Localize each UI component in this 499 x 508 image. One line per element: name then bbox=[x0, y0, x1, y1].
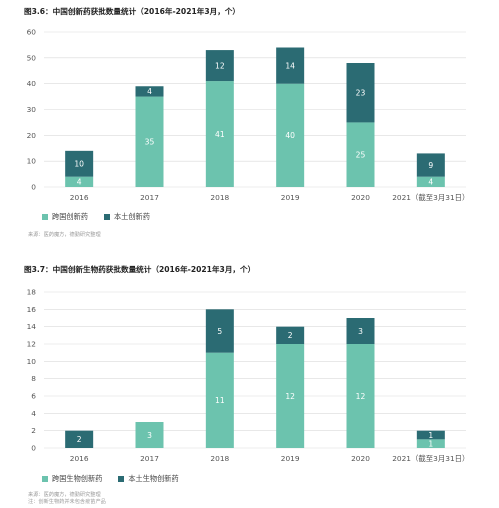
legend-swatch-foreign bbox=[42, 476, 48, 482]
bar-value-label: 9 bbox=[428, 161, 433, 170]
x-tick-label: 2020 bbox=[351, 193, 370, 202]
chart-legend: 跨国创新药 本土创新药 bbox=[42, 212, 150, 222]
source-line: 来源：医药魔方，德勤研究整理 bbox=[28, 232, 101, 238]
chart-3-6: 0 10 20 30 40 50 60 4 10 2016 35 4 2017 41 12 2018 40 14 2… bbox=[27, 28, 470, 203]
legend-swatch-foreign bbox=[42, 214, 48, 220]
bar-value-label: 3 bbox=[358, 327, 363, 336]
legend-item-foreign: 跨国生物创新药 bbox=[42, 474, 102, 484]
source-note: 来源：医药魔方，德勤研究整理 注：创新生物药并未包含疫苗产品 bbox=[28, 492, 106, 506]
bar-value-label: 4 bbox=[77, 178, 82, 187]
bar-segment bbox=[276, 83, 305, 187]
bar-segment bbox=[416, 439, 445, 448]
x-tick-label: 2020 bbox=[351, 454, 370, 463]
y-tick-label: 14 bbox=[27, 322, 37, 331]
bar-value-label: 12 bbox=[285, 392, 295, 401]
bar-segment bbox=[65, 430, 94, 448]
bar-segment bbox=[416, 153, 445, 177]
bar-value-label: 1 bbox=[428, 439, 433, 448]
figure-title: 图3.7：中国创新生物药获批数量统计（2016年-2021年3月，个） bbox=[24, 265, 256, 274]
legend-item-domestic: 本土创新药 bbox=[103, 212, 150, 222]
y-tick-label: 60 bbox=[27, 28, 37, 37]
y-tick-label: 10 bbox=[27, 157, 37, 166]
y-tick-label: 10 bbox=[27, 357, 37, 366]
bar-value-label: 12 bbox=[215, 61, 225, 70]
figure-title: 图3.6：中国创新药获批数量统计（2016年-2021年3月，个） bbox=[24, 7, 241, 16]
bar-segment bbox=[276, 47, 305, 84]
legend-swatch-domestic bbox=[118, 476, 125, 482]
bar-segment bbox=[135, 96, 164, 187]
y-tick-label: 6 bbox=[31, 392, 36, 401]
x-tick-label: 2018 bbox=[210, 454, 229, 463]
legend-label: 本土生物创新药 bbox=[128, 474, 179, 483]
y-tick-label: 0 bbox=[31, 183, 36, 192]
y-tick-label: 12 bbox=[27, 340, 36, 349]
bar-segment bbox=[135, 86, 164, 97]
y-tick-label: 16 bbox=[27, 305, 37, 314]
y-tick-label: 0 bbox=[31, 444, 36, 453]
y-tick-label: 40 bbox=[27, 79, 37, 88]
bar-segment bbox=[65, 176, 94, 187]
bar-segment bbox=[346, 318, 375, 344]
y-tick-label: 20 bbox=[27, 131, 37, 140]
x-tick-label: 2019 bbox=[281, 454, 300, 463]
bar-value-label: 1 bbox=[428, 431, 433, 440]
bar-value-label: 35 bbox=[145, 138, 155, 147]
legend-item-domestic: 本土生物创新药 bbox=[118, 474, 179, 484]
source-line: 来源：医药魔方，德勤研究整理 bbox=[28, 492, 101, 498]
bar-value-label: 14 bbox=[285, 61, 295, 70]
legend-label: 本土创新药 bbox=[113, 212, 150, 221]
bar-value-label: 4 bbox=[147, 87, 152, 96]
bar-value-label: 10 bbox=[74, 160, 84, 169]
x-tick-label: 2017 bbox=[140, 454, 159, 463]
source-line: 注：创新生物药并未包含疫苗产品 bbox=[28, 499, 106, 505]
bar-value-label: 12 bbox=[356, 392, 366, 401]
y-tick-label: 18 bbox=[27, 288, 37, 297]
bar-value-label: 2 bbox=[77, 435, 82, 444]
y-tick-label: 50 bbox=[27, 53, 37, 62]
legend-item-foreign: 跨国创新药 bbox=[42, 212, 88, 222]
x-tick-label: 2021（截至3月31日） bbox=[392, 193, 469, 202]
bar-segment bbox=[346, 122, 375, 187]
bar-segment bbox=[205, 309, 234, 353]
chart-3-7: 0 2 4 6 8 10 12 14 16 18 2 2016 3 2017 11 5 2018 12 2 2019 1… bbox=[27, 288, 470, 464]
bar-segment bbox=[205, 50, 234, 82]
legend-swatch-domestic bbox=[103, 214, 110, 220]
bar-value-label: 41 bbox=[215, 130, 225, 139]
y-tick-label: 4 bbox=[31, 409, 36, 418]
bar-segment bbox=[135, 422, 164, 448]
bar-segment bbox=[346, 63, 375, 123]
x-tick-label: 2021（截至3月31日） bbox=[392, 454, 469, 463]
bar-value-label: 25 bbox=[356, 151, 366, 160]
y-tick-label: 2 bbox=[31, 426, 36, 435]
y-tick-label: 30 bbox=[27, 105, 37, 114]
y-tick-label: 8 bbox=[31, 374, 36, 383]
figure-3-7: 图3.7：中国创新生物药获批数量统计（2016年-2021年3月，个） 0 2 4 6… bbox=[0, 258, 499, 508]
bar-value-label: 4 bbox=[428, 178, 433, 187]
bar-value-label: 3 bbox=[147, 431, 152, 440]
bar-segment bbox=[276, 344, 305, 448]
x-tick-label: 2018 bbox=[210, 193, 229, 202]
x-tick-label: 2016 bbox=[70, 193, 89, 202]
bar-segment bbox=[65, 150, 94, 177]
bar-value-label: 2 bbox=[288, 331, 293, 340]
source-note: 来源：医药魔方，德勤研究整理 bbox=[28, 232, 101, 239]
figure-3-6: 图3.6：中国创新药获批数量统计（2016年-2021年3月，个） 0 10 20 3… bbox=[0, 0, 499, 250]
x-tick-label: 2016 bbox=[70, 454, 89, 463]
bar-value-label: 5 bbox=[217, 327, 222, 336]
chart-legend: 跨国生物创新药 本土生物创新药 bbox=[42, 474, 179, 484]
bar-segment bbox=[276, 326, 305, 344]
bar-segment bbox=[205, 81, 234, 187]
bar-value-label: 40 bbox=[285, 131, 295, 140]
x-tick-label: 2019 bbox=[281, 193, 300, 202]
bar-segment bbox=[205, 352, 234, 448]
bar-segment bbox=[416, 176, 445, 187]
x-tick-label: 2017 bbox=[140, 193, 159, 202]
legend-label: 跨国创新药 bbox=[52, 212, 88, 221]
bar-value-label: 23 bbox=[356, 89, 366, 98]
bar-value-label: 11 bbox=[215, 396, 225, 405]
legend-label: 跨国生物创新药 bbox=[52, 474, 103, 483]
bar-segment bbox=[416, 430, 445, 440]
bar-segment bbox=[346, 344, 375, 448]
